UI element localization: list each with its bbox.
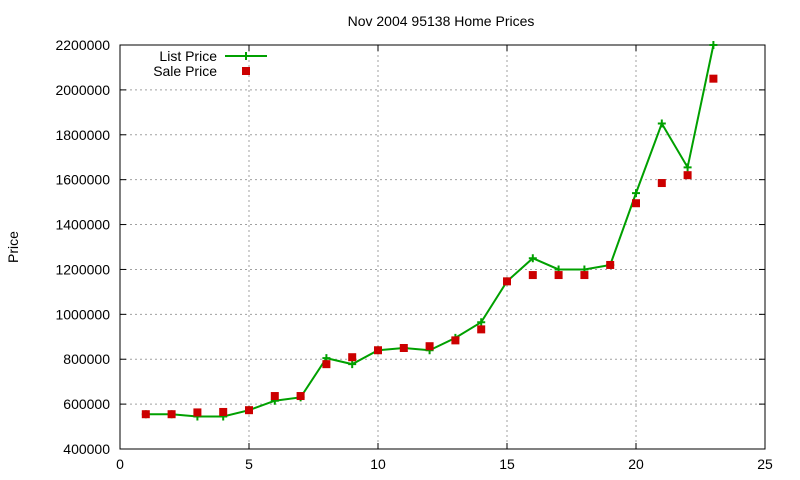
- y-tick-label: 1200000: [55, 261, 110, 277]
- plot-series: [141, 41, 718, 421]
- sale-price-point: [374, 346, 382, 355]
- sale-price-point: [709, 74, 718, 83]
- sale-price-point: [141, 410, 150, 419]
- legend: List Price Sale Price: [153, 48, 267, 79]
- sale-price-point: [193, 408, 202, 417]
- sale-price-point: [270, 392, 279, 401]
- x-tick-label: 15: [499, 456, 515, 472]
- y-tick-label: 800000: [63, 351, 110, 367]
- sale-price-point: [554, 271, 563, 280]
- sale-price-point: [451, 336, 460, 345]
- legend-label-list-price: List Price: [159, 48, 217, 64]
- sale-price-point: [245, 406, 253, 415]
- sale-price-point: [477, 325, 486, 334]
- y-tick-label: 1600000: [55, 172, 110, 188]
- sale-price-point: [219, 407, 228, 416]
- y-tick-label: 600000: [63, 396, 110, 412]
- sale-price-point: [606, 260, 615, 269]
- chart-title: Nov 2004 95138 Home Prices: [348, 13, 535, 29]
- plot-frame: [119, 44, 766, 450]
- sale-price-point: [580, 271, 589, 280]
- x-tick-label: 10: [370, 456, 386, 472]
- list-price-line: [145, 44, 715, 418]
- sale-price-point: [657, 179, 666, 188]
- list-price-point: [683, 163, 692, 172]
- y-tick-label: 2200000: [55, 37, 110, 53]
- x-axis: 0 5 10 15 20 25: [116, 45, 773, 472]
- sale-price-point: [425, 342, 434, 351]
- sale-price-point: [632, 199, 640, 208]
- list-price-point: [632, 189, 640, 198]
- sale-price-point: [683, 171, 692, 180]
- y-axis-label: Price: [5, 231, 21, 263]
- list-price-point: [657, 119, 666, 128]
- y-tick-label: 2000000: [55, 82, 110, 98]
- list-price-point: [477, 318, 486, 327]
- x-tick-label: 20: [628, 456, 644, 472]
- sale-price-point: [399, 344, 408, 352]
- y-tick-label: 1800000: [55, 127, 110, 143]
- legend-cross-icon: [242, 52, 250, 60]
- sale-price-point: [167, 410, 176, 419]
- sale-price-point: [322, 360, 331, 369]
- y-tick-label: 1400000: [55, 217, 110, 233]
- sale-price-point: [348, 353, 357, 362]
- list-price-point: [528, 254, 537, 263]
- x-tick-label: 5: [245, 456, 253, 472]
- list-price-point: [348, 360, 357, 369]
- y-axis: 400000 600000 800000 1000000 1200000 1400000 1…: [55, 37, 765, 457]
- x-tick-label: 25: [757, 456, 773, 472]
- grid-lines: [120, 45, 765, 449]
- list-price-point: [709, 41, 718, 49]
- legend-label-sale-price: Sale Price: [153, 63, 217, 79]
- sale-price-point: [503, 277, 511, 286]
- y-tick-label: 1000000: [55, 306, 110, 322]
- sale-price-point: [528, 271, 537, 280]
- sale-price-point: [296, 392, 305, 401]
- legend-square-icon: [242, 67, 250, 75]
- y-tick-label: 400000: [63, 441, 110, 457]
- x-tick-label: 0: [116, 456, 124, 472]
